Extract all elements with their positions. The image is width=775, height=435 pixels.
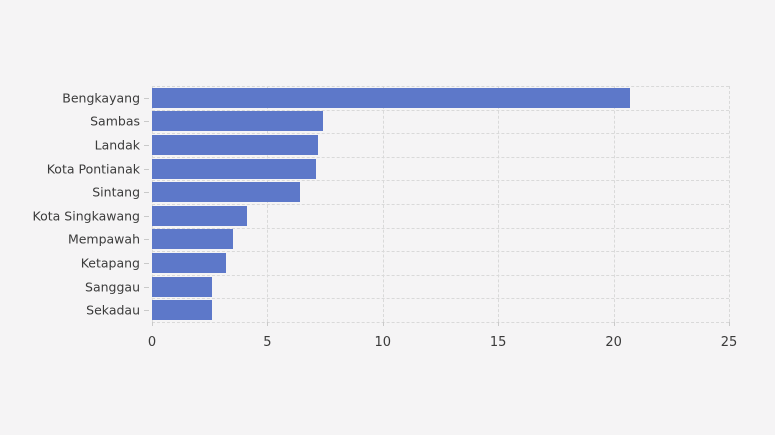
y-tick-mark [144, 145, 149, 146]
y-gridline [152, 298, 729, 300]
category-label-kota-pontianak: Kota Pontianak [46, 161, 140, 177]
x-tick-label-20: 20 [605, 335, 622, 350]
y-gridline [152, 251, 729, 253]
x-tick-mark [382, 322, 384, 326]
y-gridline [152, 109, 729, 111]
bar-bengkayang[interactable] [152, 87, 630, 108]
category-label-kota-singkawang: Kota Singkawang [32, 208, 140, 224]
y-gridline [152, 133, 729, 135]
y-tick-mark [144, 263, 149, 264]
bar-sintang[interactable] [152, 182, 300, 203]
category-label-ketapang: Ketapang [80, 255, 140, 271]
category-label-sintang: Sintang [92, 184, 140, 200]
x-tick-mark [729, 322, 730, 326]
category-label-sekadau: Sekadau [86, 302, 140, 318]
x-gridline-25 [729, 86, 730, 322]
x-tick-mark [498, 322, 500, 326]
x-tick-label-25: 25 [720, 335, 738, 350]
bar-kota-pontianak[interactable] [152, 158, 316, 179]
category-label-mempawah: Mempawah [67, 231, 140, 247]
bar-sanggau[interactable] [152, 276, 212, 297]
y-tick-mark [144, 121, 149, 123]
y-gridline [152, 274, 729, 276]
plot-area [152, 86, 730, 323]
y-gridline [152, 204, 729, 205]
bar-sekadau[interactable] [152, 300, 212, 321]
bar-mempawah[interactable] [152, 229, 233, 250]
bar-kota-singkawang[interactable] [152, 205, 247, 226]
x-tick-label-5: 5 [263, 335, 272, 350]
category-label-landak: Landak [94, 137, 140, 153]
y-tick-mark [144, 168, 149, 170]
y-tick-mark [144, 215, 149, 217]
y-tick-mark [144, 192, 149, 194]
y-tick-mark [144, 97, 149, 99]
x-tick-label-0: 0 [147, 335, 157, 350]
y-axis-labels: Bengkayang Sambas Landak Kota Pontianak Sint… [0, 86, 152, 322]
x-tick-label-10: 10 [374, 335, 392, 350]
category-label-sanggau: Sanggau [85, 279, 140, 295]
y-tick-mark [144, 310, 149, 312]
y-gridline [152, 156, 729, 158]
y-gridline [152, 322, 729, 323]
y-gridline [152, 180, 729, 182]
bar-sambas[interactable] [152, 111, 323, 132]
y-gridline [152, 86, 729, 87]
category-label-sambas: Sambas [90, 113, 140, 129]
y-gridline [152, 227, 729, 229]
x-tick-mark [267, 322, 269, 326]
category-label-bengkayang: Bengkayang [62, 90, 140, 106]
bar-landak[interactable] [152, 135, 319, 155]
y-tick-mark [144, 239, 149, 241]
y-tick-mark [144, 286, 149, 288]
bar-ketapang[interactable] [152, 253, 226, 273]
x-tick-mark [613, 322, 615, 326]
x-axis-labels: 0 5 10 15 20 25 [148, 322, 737, 362]
x-tick-label-15: 15 [489, 335, 507, 350]
x-tick-mark [152, 322, 153, 326]
